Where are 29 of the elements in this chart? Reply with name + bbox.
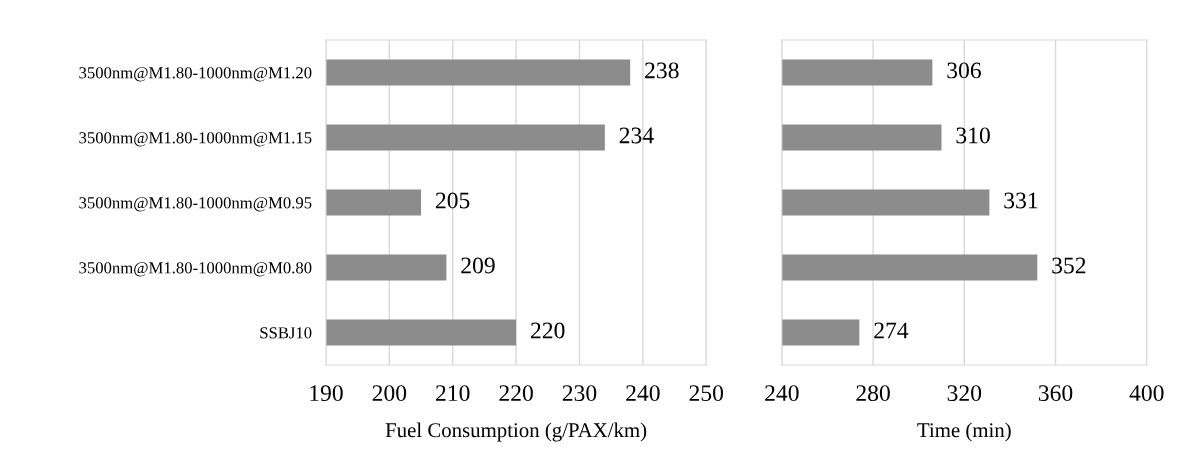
y-tick-label: 3500nm@M1.80-1000nm@M0.95 bbox=[79, 197, 312, 212]
data-label: 274 bbox=[874, 322, 909, 339]
x-tick-label: 210 bbox=[436, 385, 470, 402]
x-tick-label: 220 bbox=[499, 385, 533, 402]
data-label: 352 bbox=[1052, 257, 1086, 274]
y-tick-label: 3500nm@M1.80-1000nm@M1.20 bbox=[79, 67, 312, 82]
y-tick-label: 3500nm@M1.80-1000nm@M1.15 bbox=[79, 132, 312, 147]
data-label: 205 bbox=[435, 192, 470, 209]
x-tick-label: 230 bbox=[562, 385, 597, 402]
data-label: 306 bbox=[947, 62, 981, 79]
x-tick-label: 280 bbox=[856, 385, 890, 402]
x-tick-label: 190 bbox=[310, 385, 343, 402]
x-tick-label: 250 bbox=[689, 385, 724, 402]
data-label: 220 bbox=[531, 322, 565, 339]
data-label: 234 bbox=[619, 127, 654, 144]
x-tick-label: 400 bbox=[1129, 385, 1164, 402]
x-axis-title: Fuel Consumption (g/PAX/km) bbox=[385, 422, 647, 442]
data-label: 209 bbox=[461, 257, 495, 274]
data-label: 238 bbox=[645, 62, 679, 79]
x-tick-label: 240 bbox=[765, 385, 799, 402]
data-label: 310 bbox=[956, 127, 990, 144]
data-label: 331 bbox=[1004, 192, 1038, 209]
x-tick-label: 320 bbox=[947, 385, 982, 402]
x-tick-label: 240 bbox=[626, 385, 660, 402]
y-tick-label: SSBJ10 bbox=[260, 327, 312, 339]
x-tick-label: 200 bbox=[372, 385, 407, 402]
x-axis-title: Time (min) bbox=[917, 422, 1011, 442]
x-tick-label: 360 bbox=[1038, 385, 1073, 402]
y-tick-label: 3500nm@M1.80-1000nm@M0.80 bbox=[79, 262, 312, 277]
